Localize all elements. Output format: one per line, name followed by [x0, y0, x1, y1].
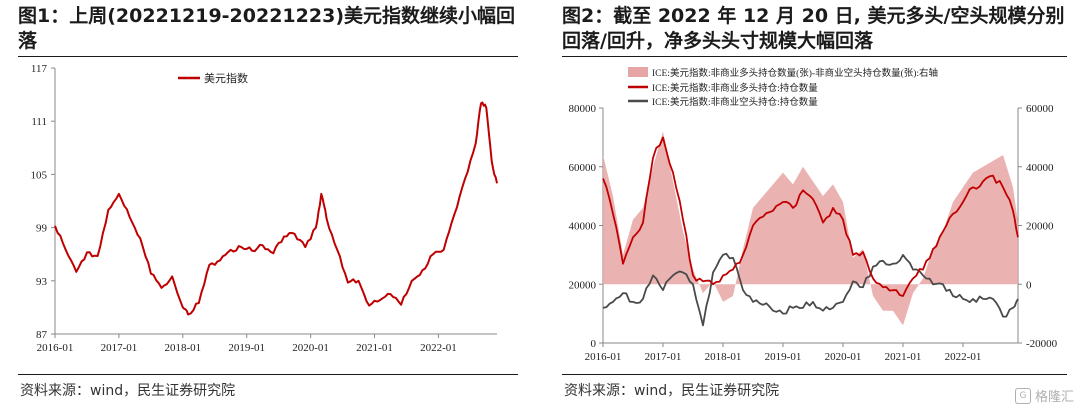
- left-y-tick-label: 80000: [569, 103, 597, 115]
- chart-title: 图2：截至 2022 年 12 月 20 日, 美元多头/空头规模分别回落/回升…: [562, 5, 1065, 52]
- x-tick-label: 2022-01: [420, 342, 457, 354]
- x-tick-label: 2017-01: [645, 351, 682, 363]
- divider: [18, 374, 518, 375]
- right-y-tick-label: 40000: [1026, 162, 1054, 174]
- x-tick-label: 2016-01: [37, 342, 74, 354]
- x-tick-label: 2019-01: [228, 342, 265, 354]
- x-tick-label: 2019-01: [765, 351, 802, 363]
- chart-panel-dxy: 图1：上周(20221219-20221223)美元指数继续小幅回落 117 11…: [0, 0, 530, 409]
- x-tick-label: 2020-01: [825, 351, 862, 363]
- y-tick-label: 87: [36, 329, 48, 341]
- watermark-logo-icon: G: [1014, 387, 1031, 404]
- divider: [562, 374, 1067, 375]
- chart-title: 图1：上周(20221219-20221223)美元指数继续小幅回落: [18, 5, 515, 52]
- watermark-text: 格隆汇: [1034, 390, 1074, 405]
- source-note: 资料来源：wind，民生证券研究院: [20, 383, 236, 399]
- chart-panel-cftc: 图2：截至 2022 年 12 月 20 日, 美元多头/空头规模分别回落/回升…: [548, 0, 1080, 409]
- left-y-tick-label: 0: [591, 338, 597, 350]
- legend-label: ICE:美元指数:非商业空头持仓:持仓数量: [652, 96, 818, 108]
- divider: [562, 56, 1067, 57]
- divider: [18, 56, 518, 57]
- y-tick-label: 99: [36, 223, 48, 235]
- y-tick-label: 111: [31, 116, 47, 128]
- x-tick-label: 2018-01: [164, 342, 201, 354]
- net-position-area: [603, 131, 1018, 326]
- legend-label: ICE:美元指数:非商业多头持仓:持仓数量: [652, 82, 818, 94]
- y-tick-label: 93: [36, 276, 48, 288]
- left-y-tick-label: 40000: [569, 221, 597, 233]
- short-position-line: [602, 252, 1019, 327]
- x-tick-label: 2017-01: [101, 342, 138, 354]
- legend-label: 美元指数: [204, 71, 248, 85]
- dxy-series-line: [54, 101, 498, 316]
- right-y-tick-label: 20000: [1026, 221, 1054, 233]
- long-position-line: [602, 136, 1019, 297]
- x-tick-label: 2020-01: [292, 342, 329, 354]
- y-tick-label: 105: [31, 169, 48, 181]
- x-tick-label: 2021-01: [356, 342, 393, 354]
- legend-label: ICE:美元指数:非商业多头持仓数量(张)-非商业空头持仓数量(张):右轴: [652, 67, 938, 79]
- source-note: 资料来源：wind，民生证券研究院: [564, 383, 780, 399]
- x-tick-label: 2016-01: [585, 351, 622, 363]
- x-tick-label: 2021-01: [885, 351, 922, 363]
- y-tick-label: 117: [31, 63, 48, 75]
- x-tick-label: 2022-01: [945, 351, 982, 363]
- watermark: G 格隆汇: [1014, 386, 1074, 405]
- right-y-tick-label: 60000: [1026, 103, 1054, 115]
- left-y-tick-label: 60000: [569, 162, 597, 174]
- legend-swatch: [628, 67, 648, 77]
- left-y-tick-label: 20000: [569, 279, 597, 291]
- right-y-tick-label: -20000: [1026, 338, 1058, 350]
- x-tick-label: 2018-01: [705, 351, 742, 363]
- positions-chart: 80000 60000 40000 20000 0 60000 40000 20000 0 -20…: [569, 67, 1058, 363]
- right-y-tick-label: 0: [1026, 279, 1032, 291]
